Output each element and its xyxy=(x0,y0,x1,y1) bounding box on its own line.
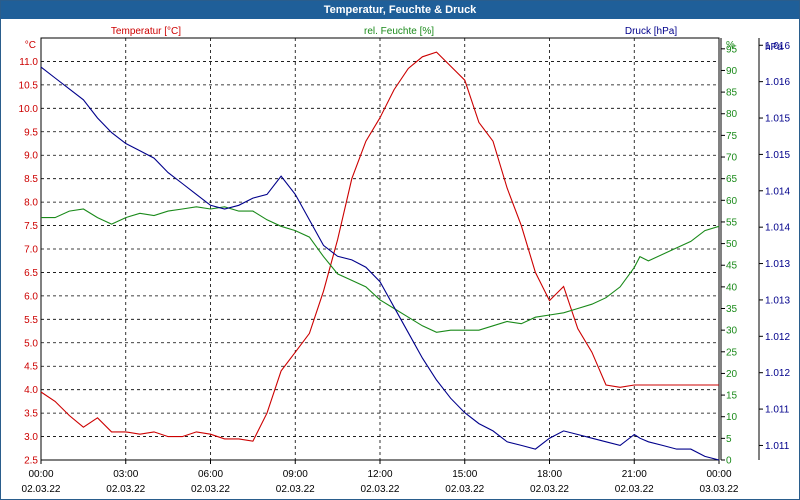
humidity-tick-label: 95 xyxy=(726,44,738,55)
x-tick-time: 12:00 xyxy=(367,469,392,480)
legend-entry: rel. Feuchte [%] xyxy=(364,26,434,37)
temperature-tick-label: 11.0 xyxy=(19,57,38,68)
temperature-tick-label: 7.0 xyxy=(24,245,38,256)
humidity-tick-label: 50 xyxy=(726,239,738,250)
humidity-tick-label: 70 xyxy=(726,153,738,164)
humidity-tick-label: 40 xyxy=(726,282,738,293)
humidity-tick-label: 30 xyxy=(726,326,738,337)
temperature-tick-label: 5.0 xyxy=(24,338,38,349)
temperature-tick-label: 3.5 xyxy=(24,409,38,420)
pressure-tick-label: 1.013 xyxy=(765,259,790,270)
x-tick-time: 03:00 xyxy=(113,469,138,480)
humidity-tick-label: 65 xyxy=(726,174,738,185)
temperature-tick-label: 9.5 xyxy=(24,127,38,138)
temperature-tick-label: 4.0 xyxy=(24,385,38,396)
temperature-tick-label: 9.0 xyxy=(24,151,38,162)
humidity-tick-label: 90 xyxy=(726,66,738,77)
x-tick-date: 02.03.22 xyxy=(530,484,569,495)
pressure-tick-label: 1.011 xyxy=(765,405,790,416)
legend-entry: Druck [hPa] xyxy=(625,26,677,37)
humidity-unit-label: % xyxy=(726,40,735,51)
pressure-tick-label: 1.014 xyxy=(765,186,790,197)
series-line-humidity xyxy=(41,206,720,333)
humidity-tick-label: 35 xyxy=(726,304,738,315)
x-tick-date: 02.03.22 xyxy=(615,484,654,495)
temperature-tick-label: 7.5 xyxy=(24,221,38,232)
x-tick-date: 02.03.22 xyxy=(276,484,315,495)
temperature-tick-label: 10.5 xyxy=(19,80,39,91)
series-line-temperature xyxy=(40,51,719,442)
pressure-tick-label: 1.013 xyxy=(765,295,790,306)
pressure-tick-label: 1.014 xyxy=(765,223,790,234)
temperature-tick-label: 6.5 xyxy=(24,268,38,279)
temperature-tick-label: 8.0 xyxy=(24,198,38,209)
temperature-tick-label: 10.0 xyxy=(19,104,39,115)
x-tick-date: 03.03.22 xyxy=(700,484,739,495)
humidity-tick-label: 20 xyxy=(726,369,738,380)
humidity-tick-label: 10 xyxy=(726,412,738,423)
series-line-pressure xyxy=(40,66,720,461)
humidity-tick-label: 5 xyxy=(726,434,732,445)
humidity-tick-label: 15 xyxy=(726,391,738,402)
humidity-tick-label: 60 xyxy=(726,196,738,207)
pressure-tick-label: 1.012 xyxy=(765,368,790,379)
pressure-tick-label: 1.011 xyxy=(765,441,790,452)
x-tick-date: 02.03.22 xyxy=(106,484,145,495)
pressure-unit-label: hPa xyxy=(765,42,783,53)
temperature-unit-label: °C xyxy=(25,40,36,51)
x-tick-date: 02.03.22 xyxy=(191,484,230,495)
pressure-tick-label: 1.016 xyxy=(765,77,790,88)
humidity-tick-label: 25 xyxy=(726,347,738,358)
humidity-tick-label: 75 xyxy=(726,131,738,142)
x-tick-time: 00:00 xyxy=(706,469,731,480)
pressure-tick-label: 1.016 xyxy=(765,41,790,52)
temperature-tick-label: 6.0 xyxy=(24,291,38,302)
x-tick-time: 18:00 xyxy=(537,469,562,480)
legend-entry: Temperatur [°C] xyxy=(111,26,181,37)
temperature-tick-label: 3.0 xyxy=(24,432,38,443)
temperature-tick-label: 8.5 xyxy=(24,174,38,185)
humidity-tick-label: 55 xyxy=(726,217,738,228)
x-tick-time: 00:00 xyxy=(28,469,53,480)
x-tick-time: 21:00 xyxy=(622,469,647,480)
x-tick-time: 06:00 xyxy=(198,469,223,480)
humidity-tick-label: 45 xyxy=(726,261,738,272)
pressure-tick-label: 1.015 xyxy=(765,114,790,125)
humidity-tick-label: 80 xyxy=(726,109,738,120)
x-tick-time: 15:00 xyxy=(452,469,477,480)
x-tick-date: 02.03.22 xyxy=(22,484,61,495)
humidity-tick-label: 85 xyxy=(726,88,738,99)
chart-title: Temperatur, Feuchte & Druck xyxy=(1,1,799,19)
x-tick-date: 02.03.22 xyxy=(445,484,484,495)
temperature-tick-label: 4.5 xyxy=(24,362,38,373)
humidity-tick-label: 0 xyxy=(726,456,732,467)
temperature-tick-label: 5.5 xyxy=(24,315,38,326)
x-tick-date: 02.03.22 xyxy=(361,484,400,495)
pressure-tick-label: 1.015 xyxy=(765,150,790,161)
x-tick-time: 09:00 xyxy=(283,469,308,480)
temperature-tick-label: 2.5 xyxy=(24,456,38,467)
pressure-tick-label: 1.012 xyxy=(765,332,790,343)
